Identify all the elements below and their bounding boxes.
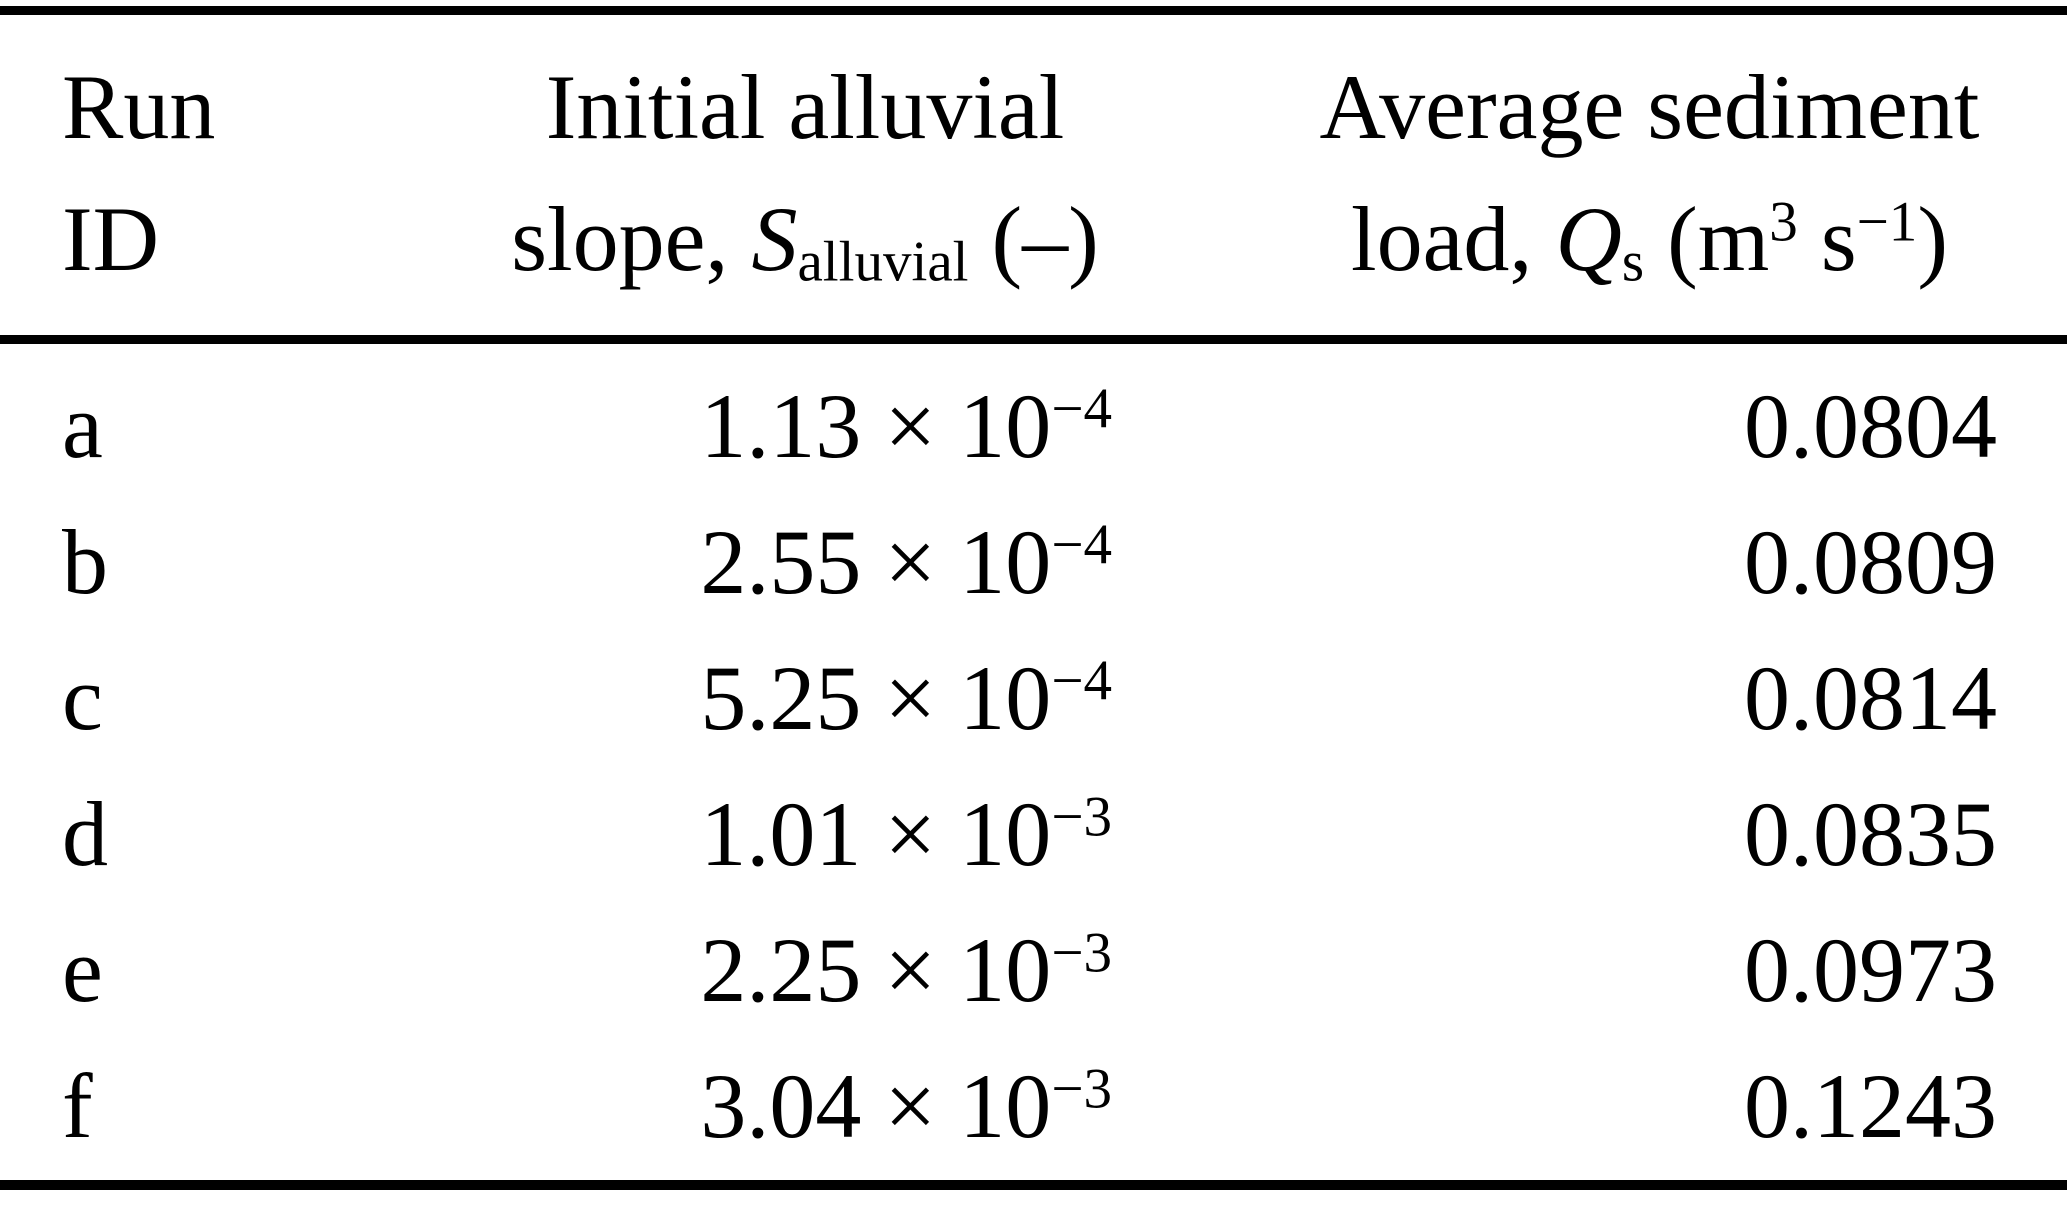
run-id-cell: e xyxy=(62,919,103,1021)
header-slope-line1: Initial alluvial xyxy=(545,56,1065,158)
run-id-cell: a xyxy=(62,375,103,477)
run-id-cell: f xyxy=(62,1055,93,1157)
slope-exponent: −4 xyxy=(1051,649,1112,713)
load-cell: 0.0804 xyxy=(1744,375,1997,477)
header-average-sediment-load: Average sediment load, Qs (m3 s−1) xyxy=(1252,41,2067,305)
load-symbol: Q xyxy=(1555,188,1622,290)
slope-exponent: −3 xyxy=(1051,785,1112,849)
slope-subscript: alluvial xyxy=(797,230,969,294)
slope-exponent: −3 xyxy=(1051,1057,1112,1121)
table-header: Run ID Initial alluvial slope, Salluvial… xyxy=(0,15,2067,335)
table-row: d 1.01 × 10−3 0.0835 xyxy=(0,766,2067,902)
load-cell: 0.0973 xyxy=(1744,919,1997,1021)
header-load-line2: load, Qs (m3 s−1) xyxy=(1351,188,1948,294)
load-cell: 0.0809 xyxy=(1744,511,1997,613)
unit-exponent-cubed: 3 xyxy=(1769,190,1798,254)
table-header-rule xyxy=(0,335,2067,344)
table-row: a 1.13 × 10−4 0.0804 xyxy=(0,358,2067,494)
table-row: f 3.04 × 10−3 0.1243 xyxy=(0,1038,2067,1174)
header-load-line1: Average sediment xyxy=(1319,56,1980,158)
slope-exponent: −4 xyxy=(1051,513,1112,577)
load-subscript: s xyxy=(1621,230,1645,294)
slope-cell: 1.13 × 10−4 xyxy=(700,375,1112,477)
header-run-id: Run ID xyxy=(0,41,302,305)
table-bottom-rule xyxy=(0,1180,2067,1190)
header-initial-alluvial-slope: Initial alluvial slope, Salluvial (–) xyxy=(302,41,1252,305)
slope-cell: 5.25 × 10−4 xyxy=(700,647,1112,749)
table-top-rule xyxy=(0,6,2067,15)
slope-symbol: S xyxy=(751,188,798,290)
slope-exponent: −4 xyxy=(1051,377,1112,441)
load-cell: 0.0835 xyxy=(1744,783,1997,885)
run-id-cell: b xyxy=(62,511,108,613)
slope-exponent: −3 xyxy=(1051,921,1112,985)
unit-exponent-per-second: −1 xyxy=(1856,190,1918,254)
load-cell: 0.0814 xyxy=(1744,647,1997,749)
table-row: b 2.55 × 10−4 0.0809 xyxy=(0,494,2067,630)
slope-cell: 2.25 × 10−3 xyxy=(700,919,1112,1021)
table-row: e 2.25 × 10−3 0.0973 xyxy=(0,902,2067,1038)
table-body: a 1.13 × 10−4 0.0804 b 2.55 × 10−4 0.080… xyxy=(0,344,2067,1174)
slope-cell: 2.55 × 10−4 xyxy=(700,511,1112,613)
slope-cell: 3.04 × 10−3 xyxy=(700,1055,1112,1157)
run-id-cell: c xyxy=(62,647,103,749)
header-run-id-line2: ID xyxy=(62,188,160,290)
load-cell: 0.1243 xyxy=(1744,1055,1997,1157)
table-row: c 5.25 × 10−4 0.0814 xyxy=(0,630,2067,766)
slope-cell: 1.01 × 10−3 xyxy=(700,783,1112,885)
run-id-cell: d xyxy=(62,783,108,885)
header-slope-line2: slope, Salluvial (–) xyxy=(511,188,1099,294)
header-run-id-line1: Run xyxy=(62,56,216,158)
